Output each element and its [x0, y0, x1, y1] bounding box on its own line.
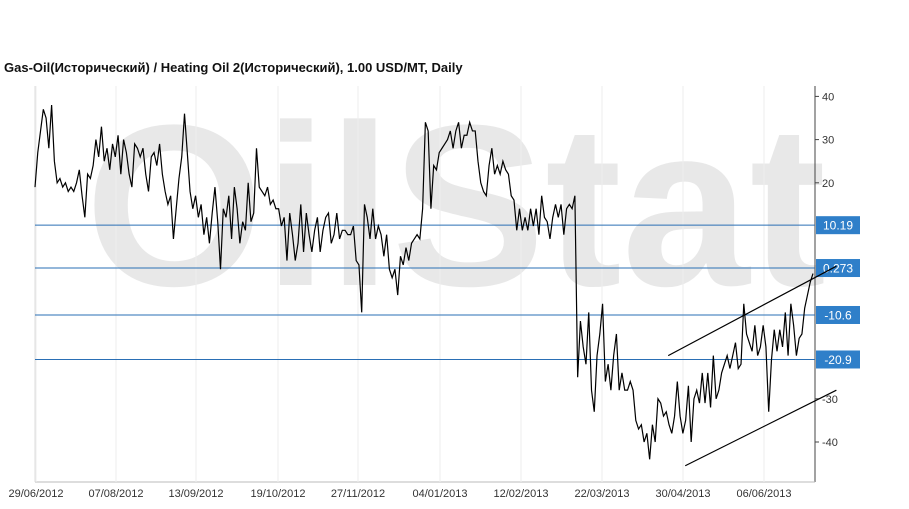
x-tick-label: 29/06/2012 [8, 488, 63, 500]
x-axis-ticks: 29/06/2012 07/08/2012 13/09/2012 19/10/2012… [8, 488, 791, 500]
y-tick-label: 30 [822, 135, 834, 147]
x-tick-label: 07/08/2012 [88, 488, 143, 500]
y-tick-label: 20 [822, 178, 834, 190]
watermark-text: OilStat [85, 77, 826, 334]
level-label-box [816, 305, 860, 324]
y-axis-ticks: 40 30 20 -30 -40 [815, 91, 838, 449]
level-label-box [816, 216, 860, 235]
x-tick-label: 13/09/2012 [168, 488, 223, 500]
y-tick-label: -30 [822, 394, 838, 406]
watermark-logo: OilStat [85, 77, 826, 334]
level-label-box [816, 350, 860, 369]
channel-line [684, 389, 837, 467]
level-label: -20.9 [824, 353, 852, 367]
x-tick-label: 12/02/2013 [493, 488, 548, 500]
x-tick-label: 06/06/2013 [736, 488, 791, 500]
y-tick-label: 40 [822, 91, 834, 103]
y-tick-label: -40 [822, 437, 838, 449]
x-tick-label: 04/01/2013 [412, 488, 467, 500]
trend-channel [667, 265, 837, 467]
chart-title: Gas-Oil(Исторический) / Heating Oil 2(Ис… [4, 60, 463, 75]
x-tick-label: 27/11/2012 [331, 488, 385, 500]
channel-line [667, 265, 837, 357]
series-line [34, 105, 814, 460]
level-label-box [816, 259, 860, 278]
x-tick-label: 19/10/2012 [250, 488, 305, 500]
level-label: 0.273 [823, 262, 853, 276]
x-tick-label: 30/04/2013 [655, 488, 710, 500]
level-label: -10.6 [824, 308, 852, 322]
level-lines: 10.19 0.273 -10.6 -20.9 [35, 216, 860, 369]
level-label: 10.19 [823, 219, 853, 233]
x-tick-label: 22/03/2013 [574, 488, 629, 500]
